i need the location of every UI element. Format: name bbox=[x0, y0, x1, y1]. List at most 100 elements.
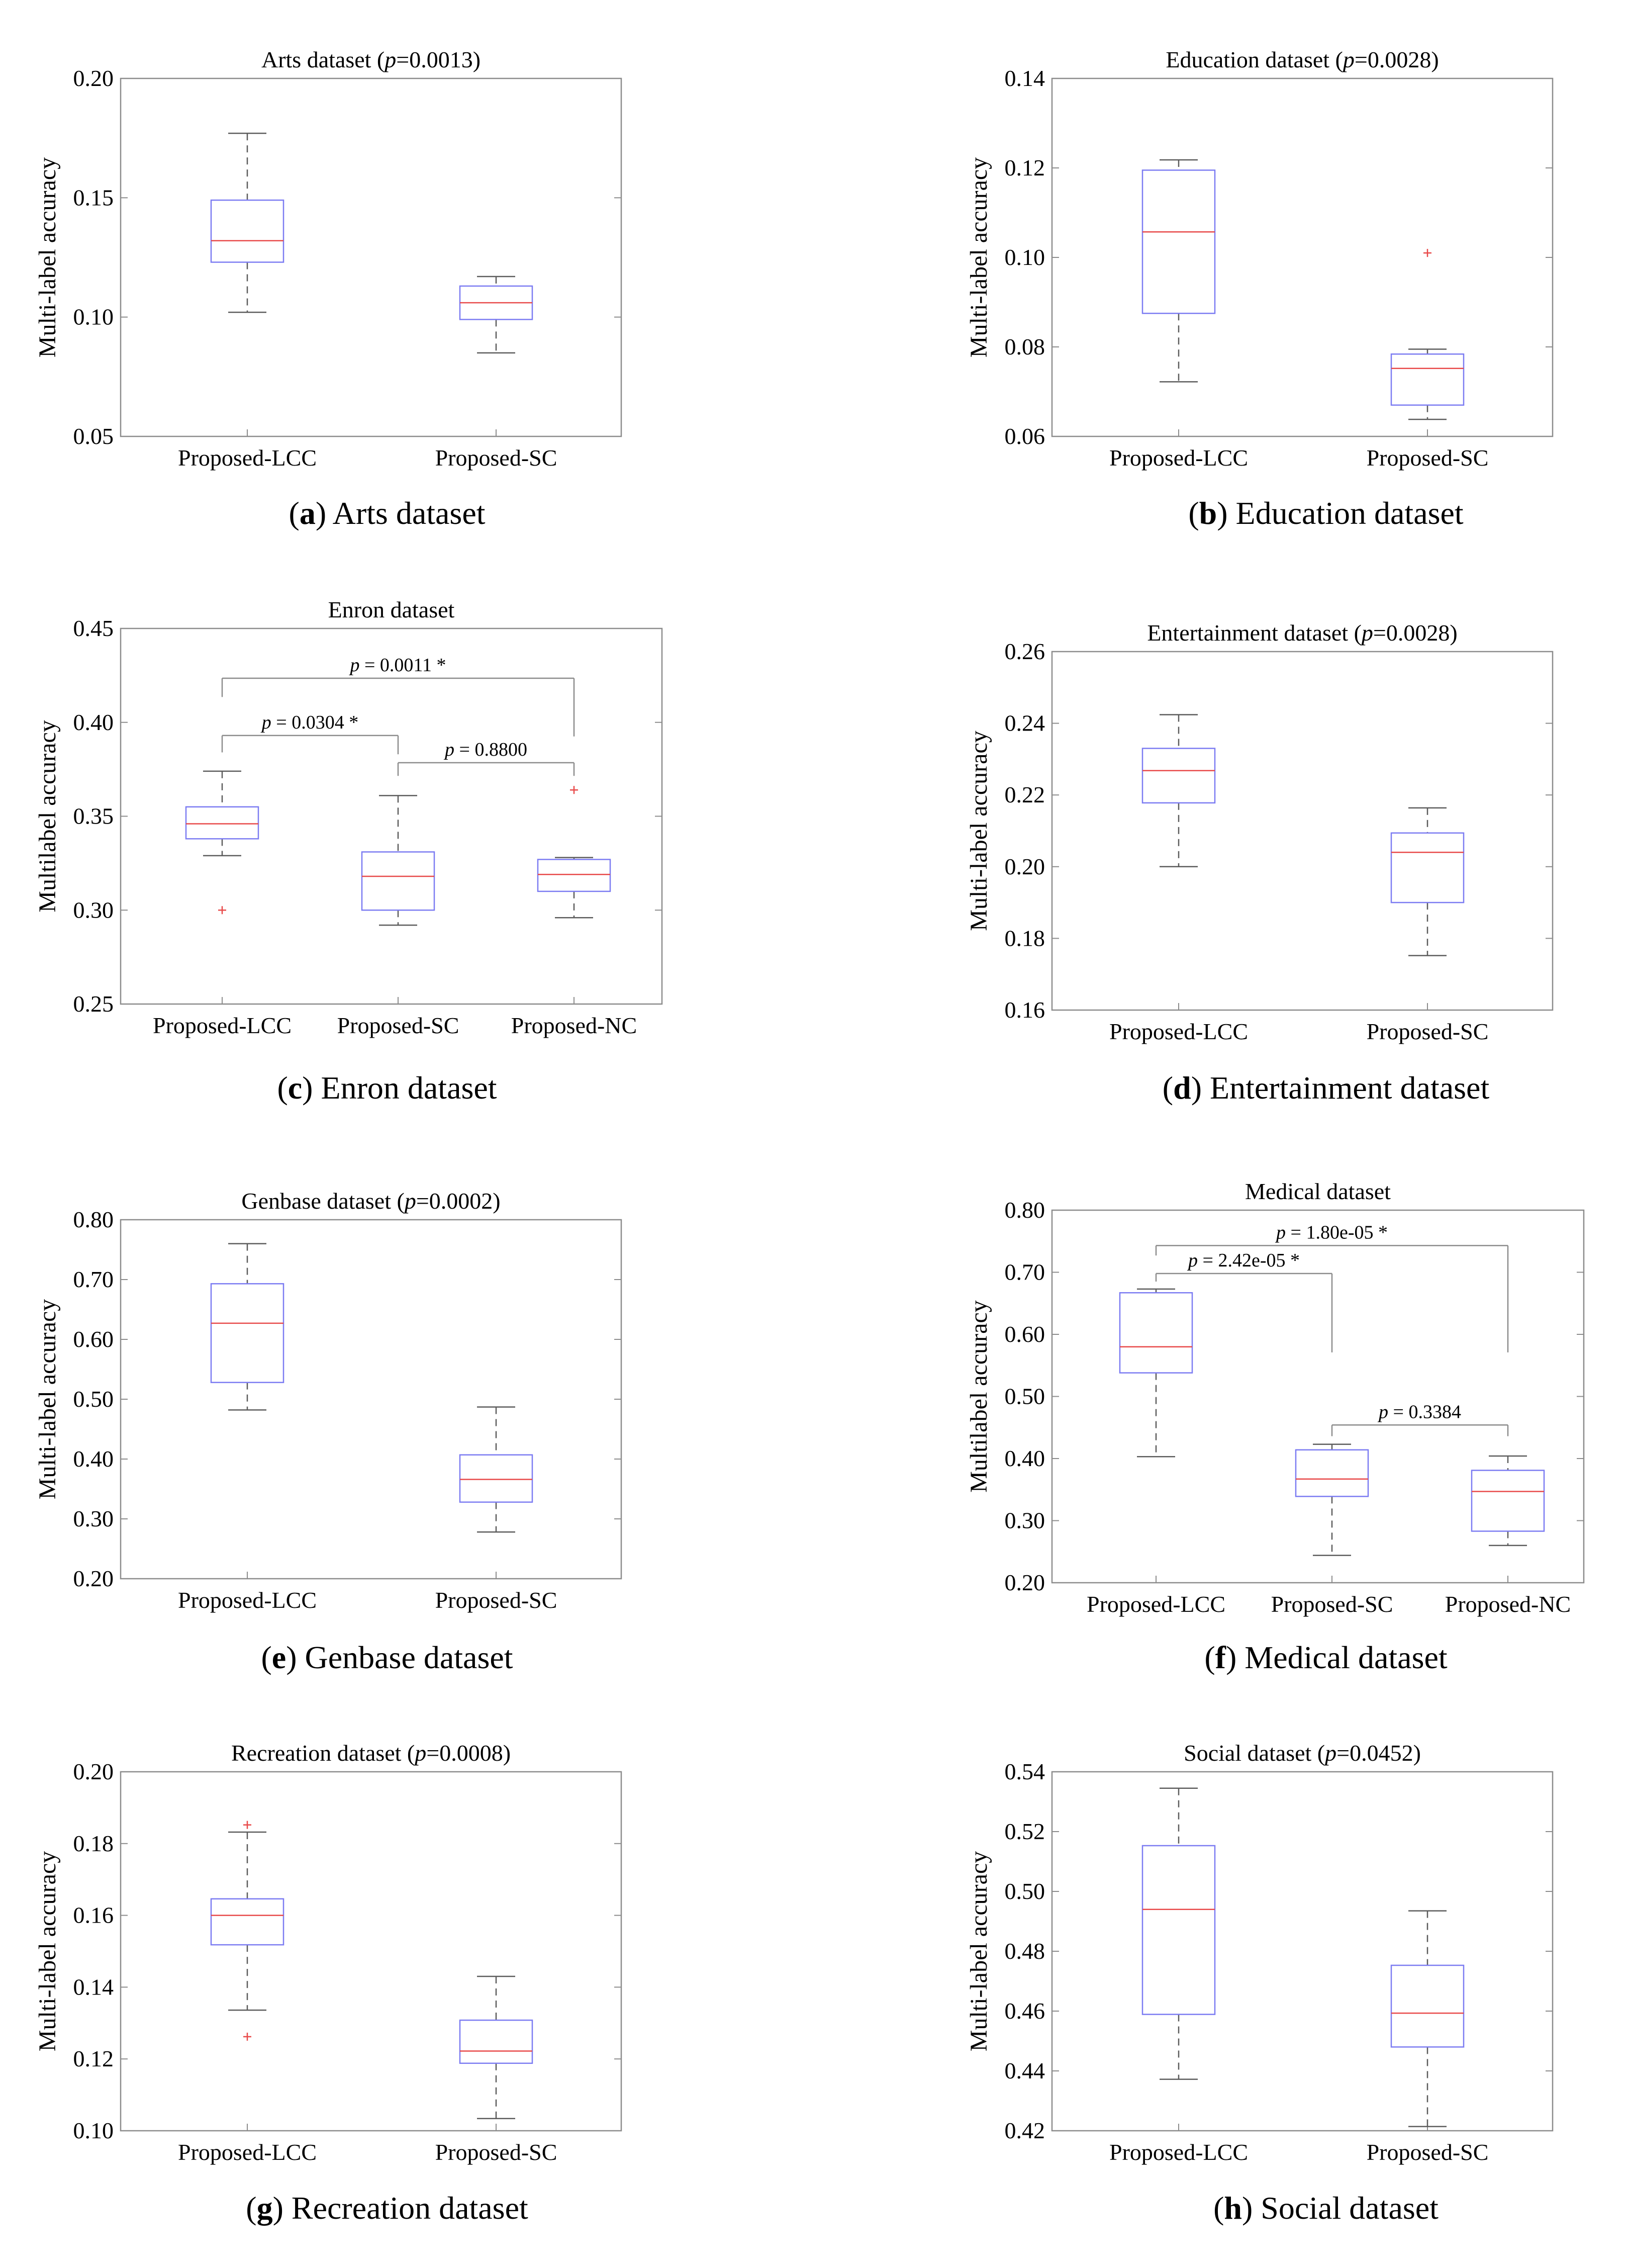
y-tick-label: 0.52 bbox=[1005, 1819, 1045, 1844]
panel-caption: (e) Genbase dataset bbox=[261, 1640, 513, 1675]
y-tick-label: 0.70 bbox=[1005, 1259, 1045, 1285]
x-category-label: Proposed-LCC bbox=[178, 1587, 317, 1613]
y-tick-label: 0.05 bbox=[73, 423, 114, 449]
chart-panel-d: Entertainment dataset (p=0.0028) 0.16 0.18… bbox=[966, 620, 1554, 1106]
chart-panel-h: Social dataset (p=0.0452) 0.42 0.44 0.46 0.4… bbox=[966, 1740, 1554, 2226]
panel-caption: (h) Social dataset bbox=[1213, 2190, 1439, 2226]
y-tick-label: 0.10 bbox=[73, 304, 114, 330]
y-tick-label: 0.08 bbox=[1005, 334, 1045, 359]
boxplot-proposed-sc bbox=[1390, 1910, 1465, 2127]
y-tick-label: 0.12 bbox=[1005, 155, 1045, 180]
y-axis-label: Multi-label accuracy bbox=[966, 731, 992, 931]
y-tick-label: 0.20 bbox=[73, 65, 114, 91]
y-tick-label: 0.16 bbox=[73, 1902, 114, 1928]
y-tick-label: 0.40 bbox=[73, 1446, 114, 1472]
x-category-label: Proposed-LCC bbox=[1109, 445, 1248, 471]
boxplot-proposed-nc bbox=[537, 786, 611, 919]
plot-frame bbox=[1051, 651, 1554, 1011]
y-tick-label: 0.06 bbox=[1005, 423, 1045, 449]
y-tick-label: 0.26 bbox=[1005, 639, 1045, 664]
box-iqr bbox=[185, 806, 259, 840]
outlier-marker bbox=[1423, 249, 1431, 257]
outlier-marker bbox=[218, 906, 226, 915]
significance-bracket: p = 0.8800 bbox=[397, 739, 575, 776]
chart-panel-a: Arts dataset (p=0.0013) 0.05 0.10 0.15 0.20 M… bbox=[34, 47, 622, 531]
y-tick-label: 0.50 bbox=[1005, 1878, 1045, 1904]
boxplot-proposed-sc bbox=[361, 795, 435, 926]
box-iqr bbox=[1141, 169, 1216, 314]
y-tick-label: 0.12 bbox=[73, 2046, 114, 2071]
panel-caption: (f) Medical dataset bbox=[1204, 1640, 1448, 1675]
y-tick-label: 0.40 bbox=[73, 709, 114, 735]
chart-title: Entertainment dataset (p=0.0028) bbox=[1147, 620, 1457, 646]
y-tick-label: 0.20 bbox=[73, 1759, 114, 1784]
x-category-label: Proposed-SC bbox=[1271, 1591, 1393, 1617]
chart-title: Arts dataset (p=0.0013) bbox=[261, 47, 481, 72]
y-axis-label: Multi-label accuracy bbox=[34, 1851, 61, 2051]
y-tick-label: 0.16 bbox=[1005, 997, 1045, 1023]
p-value-label: p = 0.8800 bbox=[443, 739, 527, 760]
y-tick-label: 0.42 bbox=[1005, 2118, 1045, 2143]
plot-frame bbox=[120, 1219, 622, 1580]
y-axis-label: Multi-label accuracy bbox=[34, 1299, 61, 1499]
panel-caption: (g) Recreation dataset bbox=[246, 2190, 528, 2226]
x-category-label: Proposed-SC bbox=[337, 1013, 459, 1038]
chart-panel-b: Education dataset (p=0.0028) 0.06 0.08 0.10… bbox=[966, 47, 1554, 531]
box-iqr bbox=[459, 2019, 533, 2064]
chart-title: Medical dataset bbox=[1245, 1178, 1391, 1204]
box-iqr bbox=[459, 1454, 533, 1503]
box-iqr bbox=[1390, 353, 1465, 406]
boxplot-proposed-sc bbox=[459, 1975, 533, 2119]
y-tick-label: 0.18 bbox=[1005, 925, 1045, 951]
y-tick-label: 0.40 bbox=[1005, 1445, 1045, 1471]
panel-caption: (a) Arts dataset bbox=[289, 495, 486, 531]
y-tick-label: 0.60 bbox=[1005, 1321, 1045, 1347]
chart-title: Genbase dataset (p=0.0002) bbox=[241, 1188, 500, 1214]
x-category-label: Proposed-LCC bbox=[178, 445, 317, 471]
significance-bracket: p = 0.0011 * bbox=[221, 655, 575, 737]
y-tick-label: 0.70 bbox=[73, 1266, 114, 1292]
y-tick-label: 0.35 bbox=[73, 803, 114, 829]
x-category-label: Proposed-SC bbox=[1367, 1019, 1489, 1044]
chart-title: Recreation dataset (p=0.0008) bbox=[231, 1740, 511, 1766]
box-iqr bbox=[210, 1898, 284, 1946]
plot-frame bbox=[120, 627, 663, 1005]
x-category-label: Proposed-SC bbox=[1367, 2139, 1489, 2165]
boxplot-proposed-sc bbox=[459, 276, 533, 354]
boxplot-proposed-sc bbox=[459, 1406, 533, 1533]
chart-panel-f: Medical dataset 0.20 0.30 0.40 0.50 0.60 0.70 0… bbox=[966, 1178, 1585, 1675]
box-iqr bbox=[1119, 1292, 1193, 1374]
y-tick-label: 0.30 bbox=[73, 897, 114, 923]
boxplot-proposed-sc bbox=[1390, 807, 1465, 956]
plot-frame bbox=[120, 1771, 622, 2132]
y-tick-label: 0.20 bbox=[1005, 854, 1045, 879]
plot-frame bbox=[1051, 1771, 1554, 2132]
y-tick-label: 0.80 bbox=[73, 1207, 114, 1232]
boxplot-proposed-lcc bbox=[1141, 159, 1216, 383]
chart-panel-c: Enron dataset 0.25 0.30 0.35 0.40 0.45 Multila… bbox=[34, 597, 663, 1106]
significance-bracket: p = 1.80e-05 * bbox=[1155, 1222, 1509, 1352]
y-tick-label: 0.30 bbox=[1005, 1508, 1045, 1533]
boxplot-proposed-lcc bbox=[1141, 1787, 1216, 2080]
y-tick-label: 0.25 bbox=[73, 991, 114, 1017]
box-iqr bbox=[537, 859, 611, 892]
x-category-label: Proposed-SC bbox=[435, 2139, 557, 2165]
boxplot-proposed-lcc bbox=[210, 132, 284, 313]
panel-caption: (b) Education dataset bbox=[1188, 495, 1464, 531]
x-category-label: Proposed-NC bbox=[511, 1013, 637, 1038]
p-value-label: p = 1.80e-05 * bbox=[1275, 1222, 1388, 1243]
x-category-label: Proposed-SC bbox=[435, 445, 557, 471]
chart-title: Social dataset (p=0.0452) bbox=[1184, 1740, 1421, 1766]
y-tick-label: 0.54 bbox=[1005, 1759, 1045, 1784]
box-iqr bbox=[1141, 1845, 1216, 2015]
y-axis-label: Multi-label accuracy bbox=[966, 157, 992, 357]
box-iqr bbox=[1390, 1964, 1465, 2048]
x-category-label: Proposed-LCC bbox=[1087, 1591, 1225, 1617]
y-tick-label: 0.18 bbox=[73, 1831, 114, 1856]
boxplot-proposed-lcc bbox=[185, 770, 259, 915]
y-tick-label: 0.46 bbox=[1005, 1998, 1045, 2024]
plot-frame bbox=[1051, 77, 1554, 437]
x-category-label: Proposed-SC bbox=[1367, 445, 1489, 471]
significance-bracket: p = 0.3384 bbox=[1331, 1401, 1509, 1436]
